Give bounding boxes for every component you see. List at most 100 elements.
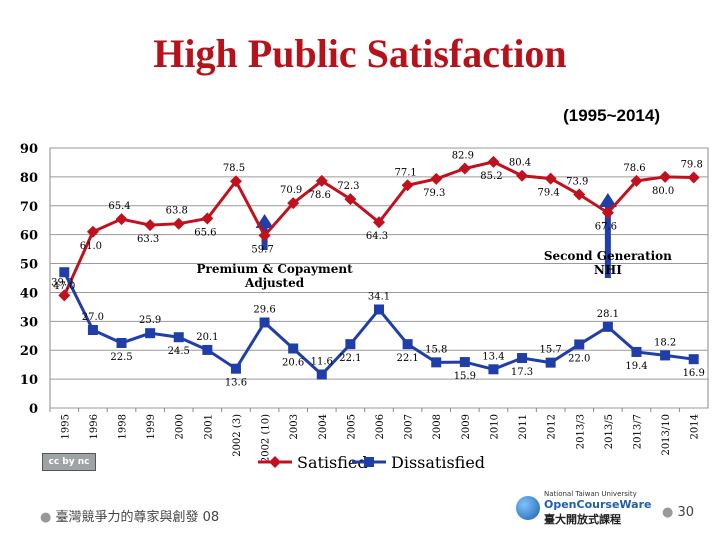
y-axis: 0 10 20 30 40 50 60 70 80 90: [20, 142, 38, 417]
logo-bottom-text: 臺大開放式課程: [544, 513, 621, 526]
satisfied-data-label: 78.6: [309, 190, 331, 201]
satisfied-data-label: 79.3: [423, 188, 445, 199]
x-tick-label: 2005: [346, 414, 357, 439]
x-tick-label: 2002 (3): [232, 414, 243, 457]
satisfied-point: [229, 175, 242, 188]
satisfied-point: [487, 155, 500, 168]
y-tick-label: 90: [20, 142, 38, 157]
page-number: ● 30: [662, 505, 695, 520]
satisfied-data-label: 65.4: [108, 201, 130, 212]
dissatisfied-point: [431, 357, 442, 368]
ntu-globe-icon: [516, 496, 540, 520]
dissatisfied-data-label: 17.3: [511, 367, 533, 378]
annotation-line: NHI: [594, 263, 622, 277]
dissatisfied-point: [288, 343, 299, 354]
dissatisfied-point: [488, 364, 499, 375]
arrow-head-icon: [598, 193, 617, 207]
satisfied-data-label: 73.9: [566, 177, 588, 188]
x-tick-label: 2013/10: [661, 414, 672, 456]
dissatisfied-point: [259, 317, 270, 328]
satisfied-point: [544, 172, 557, 185]
satisfied-data-label: 79.8: [681, 159, 703, 170]
dissatisfied-point: [517, 353, 528, 364]
dissatisfied-point: [202, 344, 213, 355]
dissatisfied-point: [574, 339, 585, 350]
license-badge: cc by nc sa: [42, 453, 96, 483]
x-tick-label: 1995: [60, 414, 71, 439]
x-tick-label: 2002 (10): [261, 414, 272, 463]
footer: ● 臺灣競爭力的尊家與創發 08: [40, 506, 219, 525]
satisfied-point: [172, 217, 185, 230]
y-tick-label: 40: [20, 286, 38, 301]
satisfied-point: [401, 179, 414, 192]
dissatisfied-data-label: 34.1: [368, 291, 390, 302]
x-tick-label: 2013/5: [604, 414, 615, 449]
ntu-ocw-logo: National Taiwan University OpenCourseWar…: [514, 490, 689, 528]
dissatisfied-point: [59, 267, 70, 278]
dissatisfied-point: [602, 321, 613, 332]
dissatisfied-data-label: 11.6: [311, 356, 333, 367]
satisfied-data-label: 80.0: [652, 186, 674, 197]
satisfied-point: [630, 174, 643, 187]
satisfied-point: [373, 216, 385, 229]
dissatisfied-data-label: 15.7: [540, 345, 562, 356]
dissatisfied-data-label: 15.8: [425, 344, 447, 355]
satisfied-point: [687, 171, 700, 184]
x-tick-label: 2007: [404, 414, 415, 439]
dissatisfied-data-label: 20.6: [282, 357, 304, 368]
dissatisfied-data-label: 25.9: [139, 315, 161, 326]
satisfied-data-label: 78.6: [623, 163, 645, 174]
dissatisfied-point: [545, 357, 556, 368]
dissatisfied-point: [402, 339, 413, 350]
x-axis: 1995 1996 1998 1999 2000 2001 2002 (3) 2002 (10…: [49, 408, 701, 463]
logo-mid-text: OpenCourseWare: [544, 498, 652, 511]
satisfied-data-label: 85.2: [480, 171, 502, 182]
x-tick-label: 2004: [318, 414, 329, 439]
satisfied-data-label: 61.0: [80, 241, 102, 252]
footer-text: 臺灣競爭力的尊家與創發 08: [55, 510, 220, 525]
chart-series: 39.0 61.0 65.4 63.3 63.8 65.6 78.5 59.7 70.9 78.6…: [51, 151, 705, 389]
satisfied-point: [287, 197, 300, 210]
dissatisfied-data-label: 18.2: [654, 337, 676, 348]
dissatisfied-data-label: 13.6: [225, 378, 247, 389]
legend-dissatisfied-label: Dissatisfied: [391, 453, 485, 472]
x-tick-label: 1998: [118, 414, 129, 439]
x-tick-label: 2012: [547, 414, 558, 439]
dissatisfied-data-label: 24.5: [168, 346, 190, 357]
annotation-line: Second Generation: [544, 249, 672, 263]
satisfied-point: [601, 206, 614, 219]
legend-dissatisfied-marker: [364, 457, 374, 467]
logo-top-text: National Taiwan University: [544, 490, 637, 498]
dissatisfied-point: [87, 325, 98, 335]
dissatisfied-point: [345, 339, 356, 350]
satisfied-data-label: 80.4: [509, 158, 531, 169]
dissatisfied-data-label: 28.1: [597, 309, 619, 320]
y-tick-label: 50: [20, 258, 38, 273]
dissatisfied-point: [116, 338, 127, 348]
dissatisfied-data-label: 20.1: [196, 332, 218, 343]
x-tick-label: 2010: [489, 414, 500, 439]
legend-satisfied-label: Satisfied: [297, 453, 368, 472]
dissatisfied-point: [688, 354, 699, 365]
dissatisfied-data-label: 15.9: [454, 371, 476, 382]
satisfied-data-label: 79.4: [538, 188, 560, 199]
dissatisfied-point: [145, 328, 156, 339]
satisfied-point: [659, 170, 672, 183]
x-tick-label: 1996: [89, 414, 100, 439]
dissatisfied-point: [316, 369, 327, 380]
dissatisfied-point: [173, 332, 184, 343]
satisfied-point: [516, 169, 529, 182]
satisfied-point: [315, 174, 328, 187]
satisfied-point: [458, 162, 471, 175]
y-tick-label: 20: [20, 344, 38, 359]
satisfied-data-label: 59.7: [251, 245, 273, 256]
y-tick-label: 30: [20, 315, 38, 330]
satisfied-data-label: 70.9: [280, 185, 302, 196]
satisfied-data-label: 39.0: [51, 277, 73, 288]
x-tick-label: 1999: [146, 414, 157, 439]
dissatisfied-data-label: 19.4: [625, 361, 647, 372]
x-tick-label: 2014: [690, 414, 701, 439]
satisfied-data-label: 78.5: [223, 163, 245, 174]
x-tick-label: 2003: [289, 414, 300, 439]
